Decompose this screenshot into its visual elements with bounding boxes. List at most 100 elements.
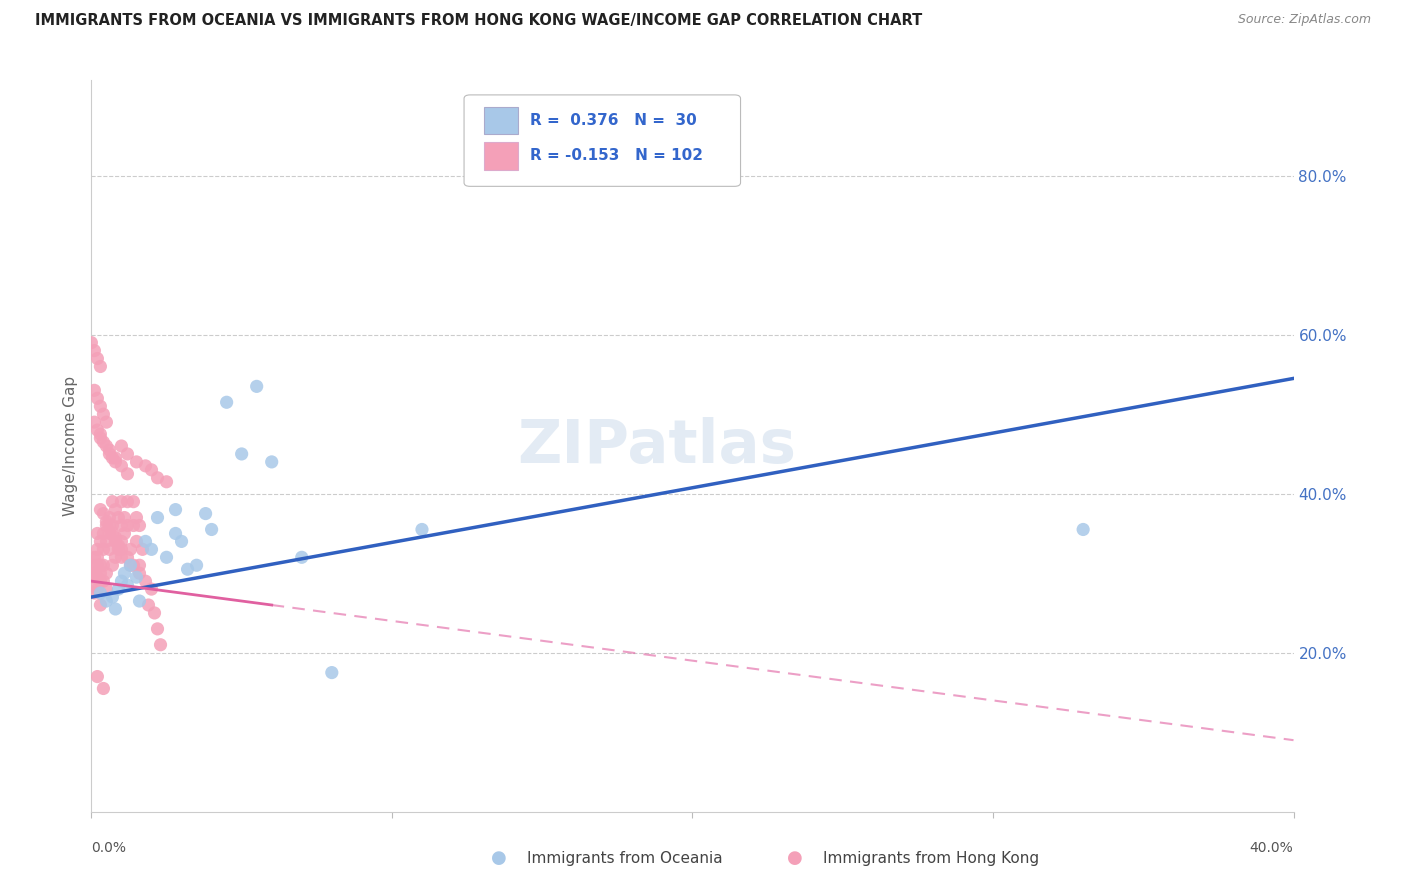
Point: [117, 578, 139, 592]
Point: [146, 622, 169, 636]
Point: [96, 534, 118, 549]
Point: [128, 594, 150, 608]
Point: [125, 510, 148, 524]
Text: R =  0.376   N =  30: R = 0.376 N = 30: [530, 113, 697, 128]
Point: [110, 534, 132, 549]
Point: [96, 415, 118, 429]
Text: R = -0.153   N = 102: R = -0.153 N = 102: [530, 148, 703, 163]
Point: [89, 359, 111, 374]
Point: [128, 518, 150, 533]
Point: [101, 518, 124, 533]
Point: [143, 606, 166, 620]
Point: [231, 447, 253, 461]
Text: ●: ●: [491, 849, 508, 867]
Point: [141, 463, 163, 477]
Point: [96, 566, 118, 581]
Point: [110, 542, 132, 557]
Point: [93, 407, 115, 421]
Point: [134, 574, 156, 589]
FancyBboxPatch shape: [464, 95, 741, 186]
Point: [117, 518, 139, 533]
Point: [117, 447, 139, 461]
Bar: [485, 107, 519, 135]
Point: [120, 542, 142, 557]
Point: [101, 494, 124, 508]
Point: [83, 343, 105, 358]
Point: [131, 542, 153, 557]
Point: [165, 502, 187, 516]
Point: [1071, 523, 1094, 537]
Point: [86, 582, 108, 596]
Point: [80, 335, 103, 350]
Point: [122, 558, 145, 573]
Point: [101, 526, 124, 541]
Point: [120, 558, 142, 573]
Point: [89, 574, 111, 589]
Point: [96, 518, 118, 533]
Point: [104, 502, 127, 516]
Point: [122, 494, 145, 508]
Point: [114, 526, 136, 541]
Point: [83, 586, 105, 600]
Point: [93, 574, 115, 589]
Point: [89, 566, 111, 581]
Point: [146, 510, 169, 524]
Text: Immigrants from Hong Kong: Immigrants from Hong Kong: [823, 851, 1039, 865]
Text: ●: ●: [786, 849, 803, 867]
Point: [138, 598, 160, 612]
Point: [96, 582, 118, 596]
Point: [134, 534, 156, 549]
Point: [96, 439, 118, 453]
Point: [128, 566, 150, 581]
Point: [86, 570, 108, 584]
Point: [86, 669, 108, 683]
Point: [107, 582, 129, 596]
Point: [89, 502, 111, 516]
Point: [291, 550, 314, 565]
Point: [83, 384, 105, 398]
Point: [194, 507, 217, 521]
Point: [89, 598, 111, 612]
Text: IMMIGRANTS FROM OCEANIA VS IMMIGRANTS FROM HONG KONG WAGE/INCOME GAP CORRELATION: IMMIGRANTS FROM OCEANIA VS IMMIGRANTS FR…: [35, 13, 922, 29]
Point: [101, 558, 124, 573]
Point: [86, 392, 108, 406]
Point: [80, 570, 103, 584]
Y-axis label: Wage/Income Gap: Wage/Income Gap: [63, 376, 79, 516]
Point: [321, 665, 343, 680]
Point: [411, 523, 433, 537]
Point: [86, 550, 108, 565]
Point: [98, 542, 121, 557]
Point: [89, 399, 111, 413]
Point: [110, 439, 132, 453]
Point: [104, 455, 127, 469]
Point: [83, 415, 105, 429]
Point: [155, 550, 177, 565]
Point: [165, 526, 187, 541]
Point: [101, 590, 124, 604]
Text: ZIPatlas: ZIPatlas: [517, 417, 796, 475]
Point: [80, 578, 103, 592]
Point: [141, 542, 163, 557]
Text: Immigrants from Oceania: Immigrants from Oceania: [527, 851, 723, 865]
Text: 0.0%: 0.0%: [91, 841, 127, 855]
Point: [114, 510, 136, 524]
Point: [89, 431, 111, 445]
Point: [98, 510, 121, 524]
Point: [83, 558, 105, 573]
Bar: [485, 142, 519, 169]
Point: [104, 534, 127, 549]
Point: [98, 518, 121, 533]
Point: [155, 475, 177, 489]
Point: [86, 423, 108, 437]
Point: [104, 550, 127, 565]
Point: [86, 526, 108, 541]
Point: [86, 542, 108, 557]
Point: [117, 550, 139, 565]
Point: [96, 515, 118, 529]
Point: [93, 507, 115, 521]
Text: 40.0%: 40.0%: [1250, 841, 1294, 855]
Point: [186, 558, 208, 573]
Point: [86, 351, 108, 366]
Point: [96, 594, 118, 608]
Point: [134, 458, 156, 473]
